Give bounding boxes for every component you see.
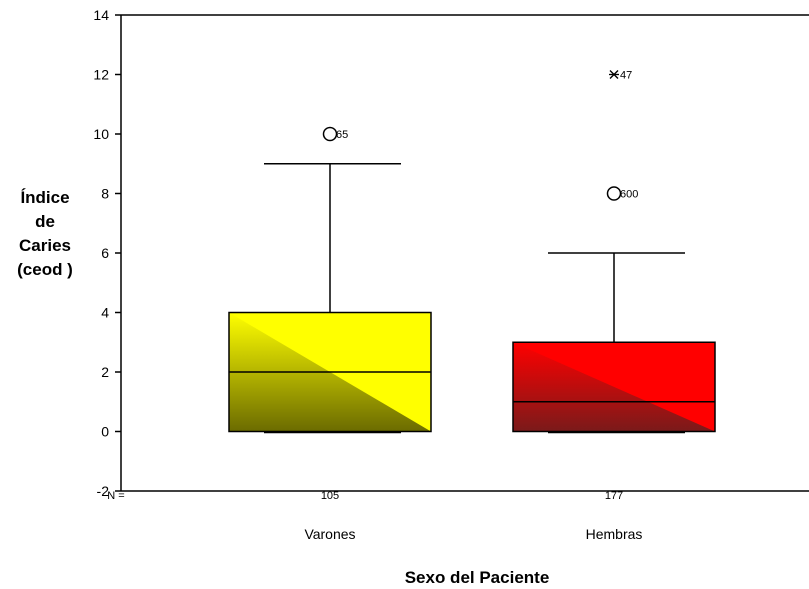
x-category-label: Hembras [586,526,643,542]
n-count-label: 105 [321,490,339,502]
y-axis-title-line: Caries [19,236,71,255]
y-axis-title-line: Índice [20,188,69,207]
y-tick-label: 8 [101,186,109,202]
y-axis-title-line: (ceod ) [17,260,73,279]
plot-area: -2 0 2 4 6 8 10 12 14 65 105 Varones 600 47 177 Hembras [93,7,809,542]
y-axis-title-line: de [35,212,55,231]
outlier-label: 65 [336,129,348,141]
x-category-label: Varones [304,526,355,542]
n-label: N = [107,490,124,502]
extreme-star-d2 [609,70,619,79]
y-tick-label: 6 [101,245,109,261]
y-tick-label: -2 [97,483,110,499]
outlier-label: 47 [620,70,632,82]
y-tick-label: 4 [101,305,109,321]
box-fill-shade [513,342,715,432]
y-tick-label: 2 [101,364,109,380]
y-tick-label: 14 [93,7,109,23]
box-varones: 65 105 Varones [228,126,432,542]
y-axis-title: Índice de Caries (ceod ) [17,188,73,279]
outlier-circle [322,126,338,142]
n-count-label: 177 [605,490,623,502]
box-hembras: 600 47 177 Hembras [512,70,716,542]
x-axis-title: Sexo del Paciente [405,568,550,587]
box-outline [512,341,716,433]
y-tick-label: 0 [101,424,109,440]
y-tick-label: 12 [93,67,109,83]
y-tick-label: 10 [93,126,109,142]
outlier-label: 600 [620,189,638,201]
outlier-circle [606,186,622,201]
